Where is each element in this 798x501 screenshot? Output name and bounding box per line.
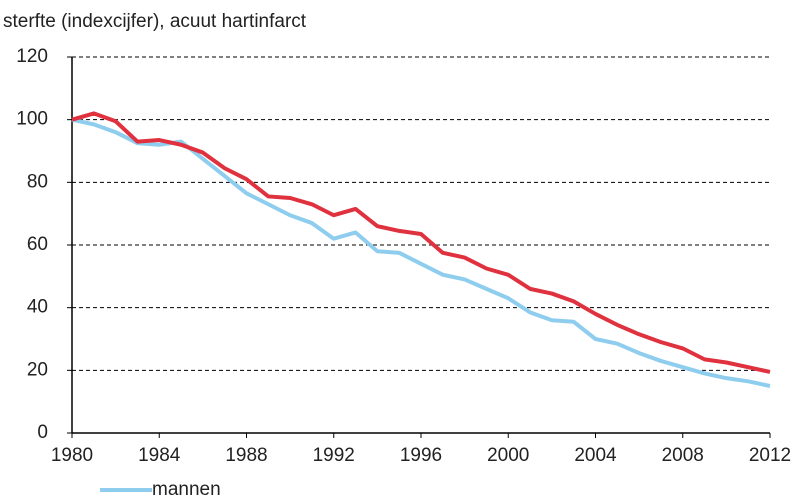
y-tick-label: 60 [27,234,48,255]
y-tick-label: 80 [27,171,48,192]
x-tick-label: 2000 [487,445,529,466]
x-tick-label: 1992 [313,445,355,466]
y-tick-label: 20 [27,359,48,380]
data-line [71,111,771,374]
y-tick-label: 40 [27,297,48,318]
legend-label: mannen [152,479,221,500]
x-tick-label: 2008 [662,445,704,466]
y-tick-label: 0 [37,422,48,443]
data-line [71,117,771,388]
chart-title: sterfte (indexcijfer), acuut hartinfarct [3,11,307,32]
x-tick-label: 2012 [749,445,791,466]
x-tick-label: 2004 [574,445,617,466]
x-tick-label: 1988 [225,445,267,466]
y-tick-label: 120 [16,46,48,67]
y-tick-label: 100 [16,109,48,130]
x-tick-label: 1980 [51,445,93,466]
x-tick-label: 1984 [138,445,181,466]
x-tick-label: 1996 [400,445,442,466]
